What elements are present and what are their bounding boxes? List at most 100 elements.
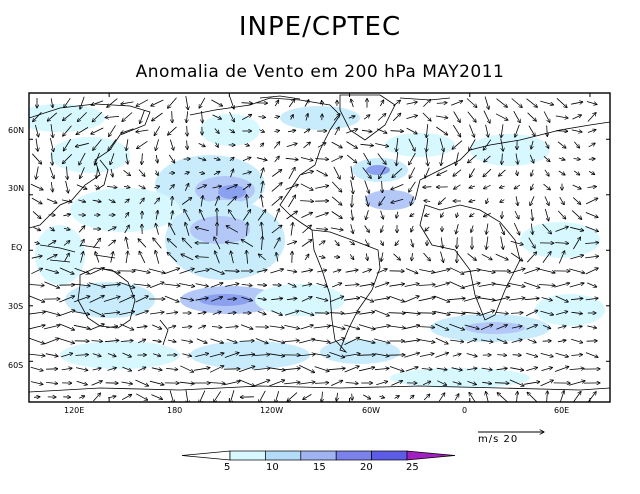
- shade-region: [465, 322, 525, 334]
- wind-vector: [211, 327, 222, 328]
- wind-vector: [588, 159, 595, 160]
- wind-vector: [184, 183, 188, 191]
- wind-vector: [172, 196, 173, 206]
- wind-vector: [411, 196, 414, 206]
- wind-vector: [317, 143, 326, 148]
- wind-vector: [93, 139, 102, 151]
- wind-vector: [360, 295, 374, 302]
- wind-vector: [46, 198, 57, 203]
- wind-vector: [262, 236, 263, 250]
- map-title: INPE/CPTEC: [238, 12, 402, 42]
- wind-vector: [269, 338, 285, 343]
- wind-vector: [137, 140, 148, 148]
- wind-vector: [366, 210, 369, 220]
- shade-region: [366, 165, 390, 175]
- shade-region: [255, 284, 345, 316]
- wind-vector: [393, 253, 401, 260]
- wind-vector: [448, 312, 465, 314]
- wind-vector: [480, 340, 493, 342]
- wind-vector: [587, 113, 596, 122]
- wind-vector: [242, 210, 250, 221]
- wind-vector: [257, 285, 266, 286]
- shade-region: [199, 294, 251, 306]
- wind-vector: [197, 158, 206, 161]
- wind-vector: [315, 159, 328, 160]
- wind-vector: [467, 111, 476, 123]
- wind-vector: [298, 382, 315, 385]
- wind-vector: [269, 380, 285, 387]
- wind-vector: [300, 325, 314, 330]
- wind-vector: [381, 240, 384, 246]
- x-tick-label: 120W: [260, 406, 284, 415]
- shade-region: [70, 188, 180, 232]
- wind-vector: [92, 111, 103, 122]
- wind-vector: [483, 139, 492, 151]
- wind-vector: [124, 199, 130, 204]
- wind-vector: [182, 353, 191, 357]
- wind-vector: [214, 196, 219, 207]
- wind-vector: [182, 327, 192, 328]
- wind-vector: [275, 390, 280, 402]
- wind-vector: [212, 114, 222, 119]
- shade-region: [470, 134, 550, 166]
- wind-vector: [346, 129, 358, 134]
- wind-vector: [64, 253, 70, 262]
- wind-vector: [29, 295, 45, 302]
- wind-vector: [404, 284, 420, 287]
- wind-vector: [198, 143, 206, 146]
- wind-vector: [186, 111, 187, 122]
- wind-vector: [306, 114, 308, 121]
- wind-vector: [79, 152, 86, 165]
- wind-vector: [573, 159, 581, 160]
- wind-vector: [213, 171, 220, 175]
- wind-vector: [211, 99, 222, 106]
- wind-vector: [517, 170, 518, 175]
- wind-vector: [156, 154, 157, 163]
- wind-vector: [410, 214, 415, 217]
- wind-vector: [315, 186, 328, 189]
- wind-vector: [538, 268, 555, 273]
- wind-vector: [554, 283, 569, 288]
- wind-vector: [274, 116, 280, 117]
- wind-vector: [78, 396, 85, 398]
- colorbar-segment: [265, 450, 302, 461]
- wind-vector: [359, 312, 374, 315]
- wind-vector: [287, 392, 298, 402]
- wind-vector: [525, 310, 538, 317]
- wind-vector: [239, 341, 255, 342]
- wind-vector: [588, 171, 595, 174]
- wind-vector: [495, 113, 508, 120]
- wind-vector: [285, 185, 299, 190]
- wind-vector: [361, 130, 372, 131]
- wind-vector: [209, 366, 224, 373]
- wind-vector: [241, 103, 253, 104]
- wind-vector: [571, 130, 582, 132]
- shade-region: [190, 216, 250, 244]
- wind-vector: [328, 368, 346, 369]
- wind-vector: [44, 338, 59, 345]
- wind-vector: [179, 269, 195, 274]
- wind-vector: [527, 252, 536, 263]
- wind-vector: [508, 283, 525, 286]
- wind-vector: [374, 309, 390, 316]
- wind-vector: [482, 382, 492, 383]
- wind-vector: [450, 340, 464, 342]
- wind-vector: [29, 285, 45, 286]
- wind-vector: [274, 209, 280, 222]
- wind-vector: [588, 143, 596, 148]
- wind-vector: [118, 281, 135, 288]
- wind-vector: [223, 381, 240, 386]
- wind-vector: [108, 139, 117, 150]
- wind-vector: [299, 310, 314, 316]
- wind-vector: [138, 339, 146, 344]
- wind-vector: [257, 210, 266, 221]
- wind-vector: [107, 227, 116, 232]
- wind-vector: [358, 324, 375, 330]
- wind-vector: [483, 110, 490, 124]
- wind-vector: [291, 222, 293, 236]
- wind-vector: [348, 116, 355, 118]
- wind-vector: [343, 354, 361, 357]
- y-tick-label: EQ: [11, 243, 23, 252]
- wind-vector: [271, 310, 283, 316]
- wind-vector: [138, 184, 146, 188]
